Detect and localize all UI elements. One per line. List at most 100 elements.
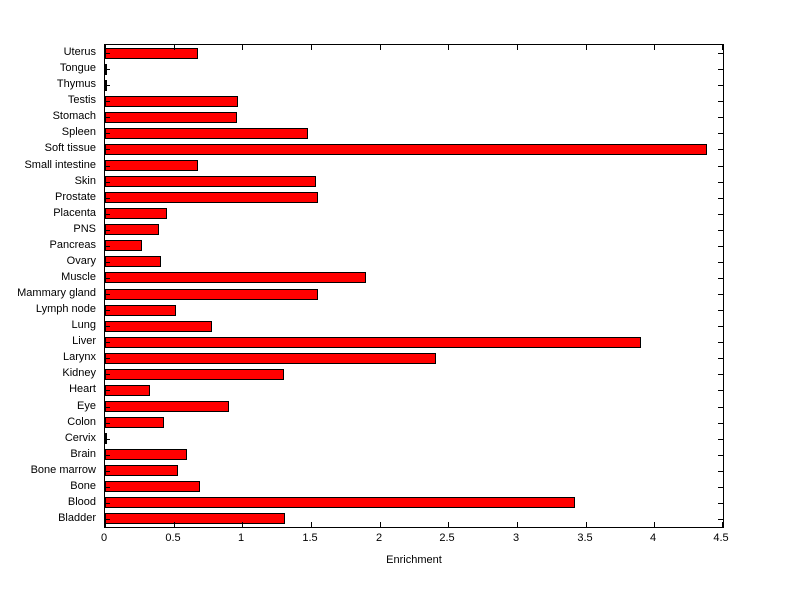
x-tick: [311, 522, 312, 527]
x-tick: [517, 45, 518, 50]
bar-ovary: [105, 256, 161, 267]
bar-kidney: [105, 369, 284, 380]
y-tick-label: Eye: [77, 400, 96, 412]
bar-heart: [105, 385, 150, 396]
y-tick: [105, 101, 110, 102]
y-tick-label: Lymph node: [35, 303, 96, 315]
y-tick-label: Larynx: [62, 351, 96, 363]
y-tick: [105, 503, 110, 504]
y-tick-label: Skin: [74, 175, 96, 187]
y-axis-tick-labels: Uterus Tongue Thymus Testis Stomach Spleen Sof…: [0, 44, 96, 528]
y-tick: [718, 69, 723, 70]
y-tick: [105, 326, 110, 327]
y-tick-label: Lung: [71, 319, 96, 331]
y-tick: [718, 358, 723, 359]
y-tick-label: Prostate: [55, 191, 96, 203]
x-tick: [654, 522, 655, 527]
bar-blood: [105, 497, 575, 508]
y-tick: [105, 85, 110, 86]
x-tick-label: 2.5: [439, 532, 455, 544]
y-tick: [718, 471, 723, 472]
y-tick-label: Bladder: [58, 512, 96, 524]
bar-bone-marrow: [105, 465, 178, 476]
bar-skin: [105, 176, 316, 187]
x-tick: [311, 45, 312, 50]
bar-larynx: [105, 353, 436, 364]
x-tick: [654, 45, 655, 50]
y-tick: [718, 166, 723, 167]
y-tick: [718, 326, 723, 327]
x-tick-label: 4.5: [713, 532, 729, 544]
y-tick: [105, 117, 110, 118]
y-tick: [718, 487, 723, 488]
bar-stomach: [105, 112, 237, 123]
y-tick: [718, 182, 723, 183]
y-tick: [105, 439, 110, 440]
x-tick: [586, 45, 587, 50]
bar-prostate: [105, 192, 318, 203]
y-tick-label: Testis: [67, 94, 96, 106]
x-tick: [105, 45, 106, 50]
y-tick: [105, 149, 110, 150]
y-tick-label: Soft tissue: [44, 142, 96, 154]
y-tick: [105, 182, 110, 183]
y-tick: [105, 166, 110, 167]
y-tick: [718, 198, 723, 199]
y-tick-label: Ovary: [66, 255, 96, 267]
y-tick-label: Spleen: [61, 126, 96, 138]
x-tick-label: 1: [237, 532, 245, 544]
bar-lymph-node: [105, 305, 176, 316]
bar-brain: [105, 449, 187, 460]
y-tick-label: Mammary gland: [17, 287, 96, 299]
y-tick-label: Pancreas: [49, 239, 96, 251]
x-tick: [174, 45, 175, 50]
x-tick: [722, 45, 723, 50]
y-tick: [718, 262, 723, 263]
y-tick: [105, 390, 110, 391]
y-tick: [718, 53, 723, 54]
bar-small-intestine: [105, 160, 198, 171]
y-tick-label: Cervix: [64, 432, 96, 444]
y-tick: [105, 278, 110, 279]
x-tick: [242, 522, 243, 527]
y-tick: [718, 85, 723, 86]
x-tick-label: 2: [375, 532, 383, 544]
y-tick: [718, 374, 723, 375]
y-tick: [718, 423, 723, 424]
bar-soft-tissue: [105, 144, 707, 155]
bar-colon: [105, 417, 164, 428]
y-tick-label: Brain: [70, 448, 96, 460]
x-tick: [242, 45, 243, 50]
y-tick: [718, 439, 723, 440]
y-tick-label: Blood: [67, 496, 96, 508]
y-tick: [105, 374, 110, 375]
x-axis-title: Enrichment: [386, 554, 442, 566]
y-tick: [105, 358, 110, 359]
y-tick: [718, 214, 723, 215]
y-tick: [105, 487, 110, 488]
y-tick: [718, 455, 723, 456]
bar-testis: [105, 96, 238, 107]
y-tick: [105, 246, 110, 247]
bar-lung: [105, 321, 212, 332]
y-tick-label: Placenta: [53, 207, 96, 219]
x-tick: [174, 522, 175, 527]
x-tick-label: 0: [100, 532, 108, 544]
y-tick-label: Bone: [70, 480, 96, 492]
y-tick: [718, 278, 723, 279]
y-tick: [105, 407, 110, 408]
y-tick-label: Liver: [72, 335, 96, 347]
x-axis-tick-labels: 0 0.5 1 1.5 2 2.5 3 3.5 4 4.5: [101, 532, 729, 548]
y-tick: [105, 53, 110, 54]
x-tick-label: 1.5: [302, 532, 318, 544]
bar-liver: [105, 337, 641, 348]
y-tick: [105, 519, 110, 520]
x-tick-label: 3.5: [577, 532, 593, 544]
x-tick: [586, 522, 587, 527]
x-tick-label: 0.5: [165, 532, 181, 544]
y-tick: [105, 133, 110, 134]
y-tick-label: Kidney: [62, 367, 96, 379]
y-tick: [718, 230, 723, 231]
y-tick: [718, 503, 723, 504]
